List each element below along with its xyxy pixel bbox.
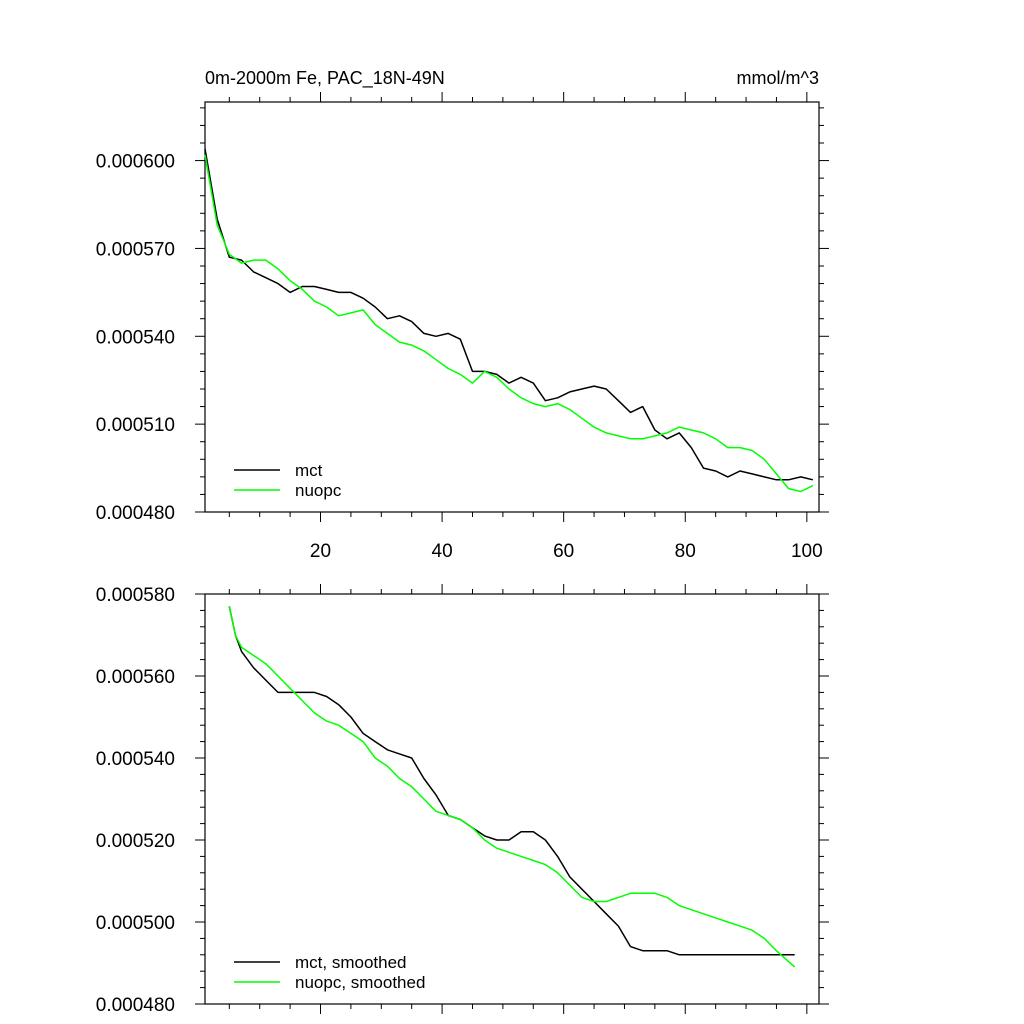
bottom-y-tick-label: 0.000520 [96, 831, 175, 852]
top-y-tick-label: 0.000600 [96, 152, 175, 173]
top-plot-title: 0m-2000m Fe, PAC_18N-49N [205, 68, 445, 89]
legend-label-nuopc: nuopc [295, 481, 342, 500]
top-data-lines [204, 148, 814, 493]
bottom-y-tick-label: 0.000500 [96, 913, 175, 934]
legend-label-mct-smoothed: mct, smoothed [295, 953, 407, 972]
legend-label-mct: mct [295, 461, 323, 480]
bottom-series-line-mct-smoothed [228, 606, 795, 956]
top-legend: mct nuopc [234, 461, 342, 500]
bottom-plot: 0.000480 0.000500 0.000520 0.000540 0.000560… [96, 584, 829, 1016]
top-plot-units: mmol/m^3 [737, 68, 819, 88]
top-plot-frame [204, 101, 820, 513]
bottom-data-lines [228, 606, 796, 968]
top-axis-ticks: 20 40 60 80 100 0.000480 0.000510 0.000540 0.000… [96, 92, 829, 562]
bottom-series-line-nuopc-smoothed [228, 606, 796, 968]
top-x-tick-label: 40 [432, 541, 453, 562]
top-y-tick-label: 0.000570 [96, 239, 175, 260]
bottom-axis-ticks: 0.000480 0.000500 0.000520 0.000540 0.000560… [96, 584, 829, 1016]
bottom-legend: mct, smoothed nuopc, smoothed [234, 953, 425, 992]
top-y-tick-label: 0.000540 [96, 327, 175, 348]
legend-label-nuopc-smoothed: nuopc, smoothed [295, 973, 425, 992]
top-x-tick-label: 20 [310, 541, 331, 562]
bottom-y-tick-label: 0.000580 [96, 585, 175, 606]
top-y-tick-label: 0.000480 [96, 503, 175, 524]
top-series-line-mct [204, 148, 814, 481]
top-series-line-nuopc [204, 154, 814, 493]
bottom-y-tick-label: 0.000480 [96, 995, 175, 1016]
bottom-plot-frame [204, 593, 820, 1005]
top-x-tick-label: 100 [791, 541, 823, 562]
top-x-tick-label: 60 [553, 541, 574, 562]
bottom-y-tick-label: 0.000560 [96, 667, 175, 688]
top-plot: 0m-2000m Fe, PAC_18N-49N mmol/m^3 20 40 60… [96, 68, 829, 562]
top-x-tick-label: 80 [675, 541, 696, 562]
bottom-y-tick-label: 0.000540 [96, 749, 175, 770]
top-y-tick-label: 0.000510 [96, 415, 175, 436]
